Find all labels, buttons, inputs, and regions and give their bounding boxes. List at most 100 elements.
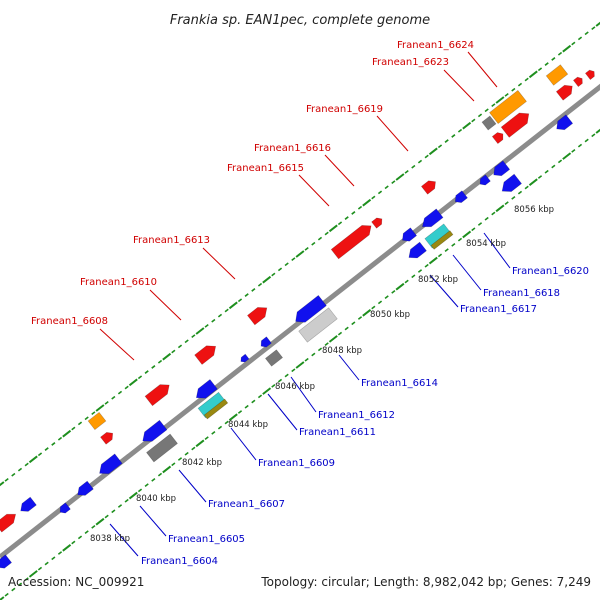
inner-tick-mark xyxy=(344,326,349,331)
outer-tick-mark xyxy=(591,26,596,31)
inner-tick-mark xyxy=(377,300,383,305)
forward-label-leader xyxy=(149,289,182,321)
outer-tick-mark xyxy=(271,272,276,277)
outer-tick-mark xyxy=(551,57,556,61)
inner-tick-mark xyxy=(104,514,109,519)
reverse-label-leader xyxy=(452,254,482,291)
inner-tick-mark xyxy=(295,361,305,369)
forward-label-leader xyxy=(202,247,236,280)
outer-tick-mark xyxy=(24,462,29,467)
map-title: Frankia sp. EAN1pec, complete genome xyxy=(170,13,430,28)
outer-tick-mark xyxy=(257,282,263,287)
inner-tick-mark xyxy=(384,295,389,299)
inner-tick-mark xyxy=(4,592,9,597)
blue-gene-arrow xyxy=(402,227,418,242)
gray-gene-box xyxy=(146,433,178,463)
inner-tick-mark xyxy=(271,384,276,388)
inner-tick-mark xyxy=(111,509,116,514)
outer-tick-mark xyxy=(151,365,156,369)
outer-tick-mark xyxy=(317,236,323,241)
outer-tick-mark xyxy=(0,481,5,487)
inner-tick-mark xyxy=(591,133,596,138)
blue-gene-arrow xyxy=(20,496,37,512)
outer-tick-mark xyxy=(277,267,283,272)
reverse-gene-label: Franean1_6605 xyxy=(168,534,245,545)
outer-tick-mark xyxy=(377,190,383,195)
outer-tick-mark xyxy=(462,121,472,130)
inner-tick-mark xyxy=(77,535,83,540)
outer-tick-mark xyxy=(124,385,129,390)
inner-tick-mark xyxy=(37,566,43,571)
reverse-gene-label: Franean1_6609 xyxy=(258,458,335,469)
red-gene-arrow xyxy=(144,384,170,407)
outer-tick-mark xyxy=(395,173,405,181)
blue-gene-arrow xyxy=(408,241,427,259)
scale-label: 8056 kbp xyxy=(514,205,554,215)
inner-tick-mark xyxy=(62,543,72,552)
outer-tick-mark xyxy=(337,221,343,226)
blue-gene-arrow xyxy=(421,208,444,228)
inner-tick-mark xyxy=(191,446,196,451)
inner-tick-mark xyxy=(71,540,76,545)
outer-tick-mark xyxy=(128,378,138,387)
inner-tick-mark xyxy=(24,577,29,581)
outer-tick-mark xyxy=(477,113,483,118)
outer-tick-mark xyxy=(244,293,249,297)
inner-tick-mark xyxy=(504,201,509,205)
outer-tick-mark xyxy=(324,231,329,236)
scale-label: 8050 kbp xyxy=(370,310,410,320)
inner-tick-mark xyxy=(577,143,583,148)
gray-gene-box xyxy=(264,349,284,367)
forward-gene-label: Franean1_6624 xyxy=(397,40,474,51)
outer-tick-mark xyxy=(577,36,583,41)
blue-gene-arrow xyxy=(501,173,522,192)
inner-tick-mark xyxy=(211,431,216,435)
inner-tick-mark xyxy=(524,185,529,190)
scale-label: 8044 kbp xyxy=(228,420,268,430)
forward-label-leader xyxy=(324,154,355,187)
reverse-gene-label: Franean1_6604 xyxy=(141,556,218,567)
lightgray-gene-box xyxy=(298,307,338,343)
outer-tick-mark xyxy=(344,216,349,220)
forward-label-leader xyxy=(298,174,330,207)
inner-tick-mark xyxy=(224,420,229,425)
outer-tick-mark xyxy=(484,108,489,113)
outer-tick-mark xyxy=(111,395,116,400)
olive-gene-stripe xyxy=(203,398,229,420)
inner-tick-mark xyxy=(304,357,309,362)
inner-tick-mark xyxy=(95,517,105,526)
inner-tick-mark xyxy=(57,551,63,555)
inner-tick-mark xyxy=(477,222,483,226)
inner-tick-mark xyxy=(595,128,600,134)
blue-gene-arrow xyxy=(142,419,168,442)
inner-tick-mark xyxy=(537,175,543,179)
outer-tick-mark xyxy=(357,205,363,210)
inner-tick-mark xyxy=(151,478,156,482)
reverse-label-leader xyxy=(267,393,298,431)
inner-tick-mark xyxy=(117,504,123,508)
inner-tick-mark xyxy=(244,404,249,409)
reverse-gene-label: Franean1_6617 xyxy=(460,304,537,315)
outer-tick-mark xyxy=(57,436,63,441)
outer-tick-mark xyxy=(117,390,123,395)
scale-label: 8038 kbp xyxy=(90,534,130,544)
outer-tick-mark xyxy=(584,31,589,36)
outer-tick-mark xyxy=(137,375,143,380)
outer-tick-mark xyxy=(4,477,9,482)
reverse-gene-label: Franean1_6614 xyxy=(361,378,438,389)
inner-tick-mark xyxy=(171,462,176,467)
inner-tick-mark xyxy=(144,483,149,487)
outer-tick-mark xyxy=(84,416,89,421)
inner-tick-mark xyxy=(217,425,223,430)
blue-gene-arrow xyxy=(0,554,13,569)
outer-tick-mark xyxy=(351,211,356,215)
inner-tick-mark xyxy=(162,465,172,474)
blue-gene-arrow xyxy=(295,294,327,323)
inner-tick-mark xyxy=(451,243,456,247)
outer-tick-mark xyxy=(517,82,523,87)
inner-tick-mark xyxy=(128,491,138,500)
forward-gene-label: Franean1_6616 xyxy=(254,143,331,154)
outer-tick-mark xyxy=(384,185,389,190)
inner-tick-mark xyxy=(51,556,56,561)
orange-gene-box xyxy=(489,89,527,125)
